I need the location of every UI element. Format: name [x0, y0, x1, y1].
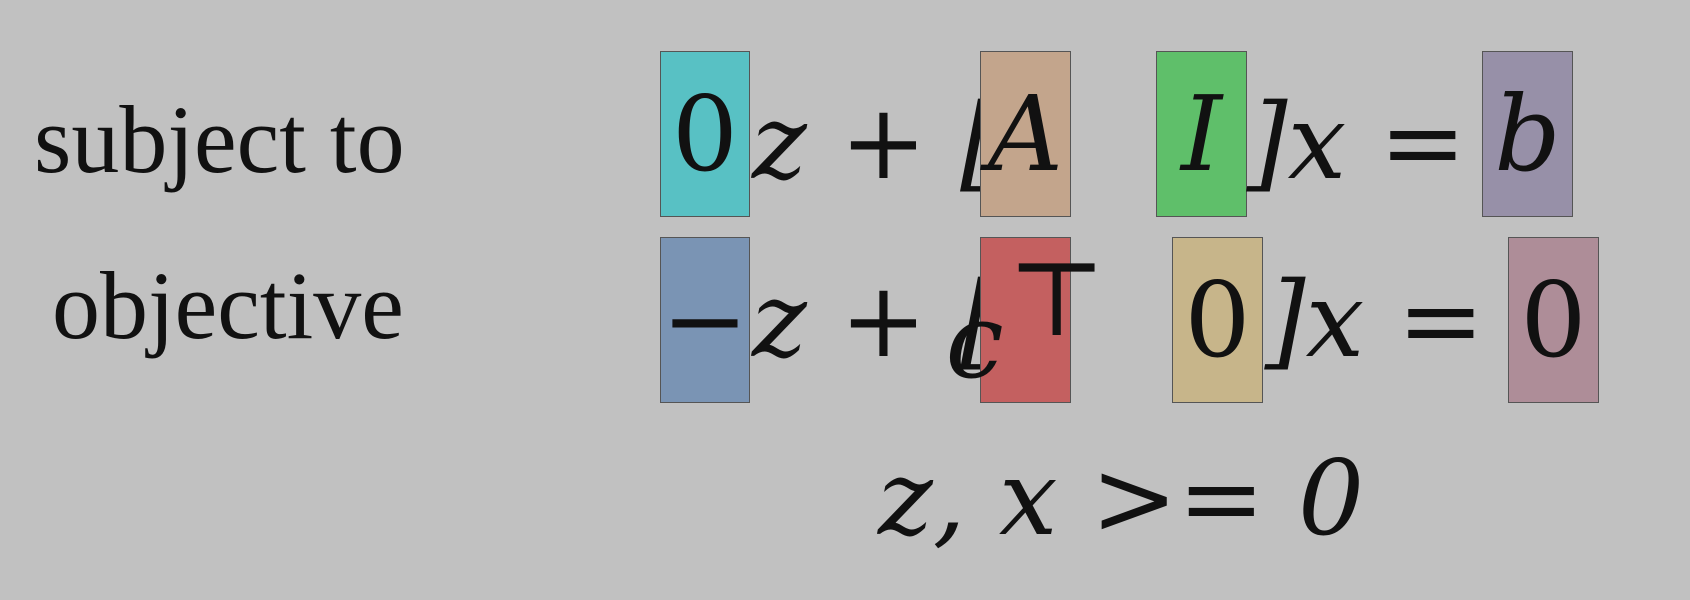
rhs-b: b: [1494, 73, 1561, 195]
identity-I: I: [1180, 73, 1223, 195]
row2-z-coefficient: −: [661, 259, 749, 381]
row2-zero-block: 0: [1184, 259, 1251, 381]
subject-to-label: subject to: [34, 86, 405, 193]
row2-zero-block-box[interactable]: 0: [1172, 237, 1263, 403]
identity-I-box[interactable]: I: [1156, 51, 1247, 217]
matrix-A: A: [987, 73, 1064, 195]
row1-z-coefficient: 0: [671, 73, 739, 195]
row1-z-plus-bracket: z + [: [752, 81, 1001, 203]
cost-c-transpose-box[interactable]: c⊤: [945, 237, 1106, 403]
objective-label: objective: [52, 252, 404, 359]
nonnegativity-constraint: z, x >= 0: [878, 437, 1365, 559]
matrix-A-box[interactable]: A: [980, 51, 1071, 217]
rhs-zero-box[interactable]: 0: [1508, 237, 1599, 403]
row1-z-coefficient-box[interactable]: 0: [660, 51, 750, 217]
rhs-zero: 0: [1520, 259, 1587, 381]
row2-z-plus-bracket: z + [: [752, 259, 1001, 381]
row1-close-x-equals: ]x =: [1247, 81, 1467, 203]
rhs-b-box[interactable]: b: [1482, 51, 1573, 217]
row2-close-x-equals: ]x =: [1265, 259, 1485, 381]
row2-z-coefficient-box[interactable]: −: [660, 237, 750, 403]
transpose-mark: ⊤: [1007, 238, 1106, 360]
cost-c: c⊤: [945, 238, 1106, 402]
